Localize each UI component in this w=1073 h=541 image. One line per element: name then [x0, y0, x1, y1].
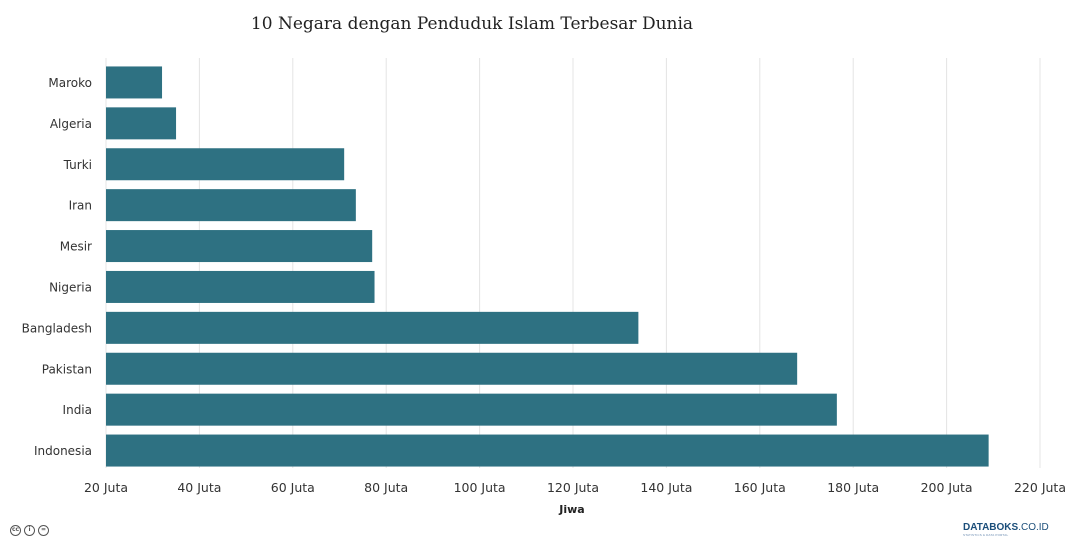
nd-icon: = [38, 525, 49, 536]
bar-mesir [106, 230, 373, 263]
x-tick-label: 160 Juta [734, 480, 786, 495]
y-tick-label: Bangladesh [22, 321, 92, 335]
bar-india [106, 393, 837, 426]
bar-iran [106, 189, 356, 222]
bar-turki [106, 148, 345, 181]
by-icon: i [24, 525, 35, 536]
x-tick-label: 100 Juta [454, 480, 506, 495]
bar-nigeria [106, 270, 375, 303]
y-tick-label: India [63, 403, 92, 417]
x-tick-label: 20 Juta [84, 480, 128, 495]
x-tick-label: 40 Juta [177, 480, 221, 495]
y-tick-label: Indonesia [34, 444, 92, 458]
bar-indonesia [106, 434, 989, 467]
x-tick-label: 80 Juta [364, 480, 408, 495]
y-axis-labels: Maroko Algeria Turki Iran Mesir Nigeria Bangla… [22, 76, 92, 458]
logo-tagline: STATISTICS & DATA PORTAL [963, 533, 1009, 537]
x-tick-label: 200 Juta [921, 480, 973, 495]
license-icons: cc i = [10, 525, 49, 536]
databoks-logo: DATABOKS.CO.ID STATISTICS & DATA PORTAL [963, 522, 1049, 538]
y-tick-label: Pakistan [42, 362, 92, 376]
bar-bangladesh [106, 311, 639, 344]
x-axis-labels: 20 Juta 40 Juta 60 Juta 80 Juta 100 Juta 120 … [84, 480, 1066, 495]
y-tick-label: Mesir [60, 240, 92, 254]
y-tick-label: Iran [69, 199, 92, 213]
logo-brand: DATABOKS [963, 522, 1019, 533]
x-tick-label: 140 Juta [640, 480, 692, 495]
cc-icon: cc [10, 525, 21, 536]
x-tick-label: 180 Juta [827, 480, 879, 495]
x-tick-label: 60 Juta [271, 480, 315, 495]
bar-algeria [106, 107, 177, 140]
x-axis-title: Jiwa [558, 503, 584, 516]
chart-title: 10 Negara dengan Penduduk Islam Terbesar… [250, 14, 694, 34]
bars [106, 66, 989, 467]
x-tick-label: 220 Juta [1014, 480, 1066, 495]
bar-maroko [106, 66, 163, 99]
y-tick-label: Maroko [48, 76, 92, 90]
y-tick-label: Algeria [50, 117, 92, 131]
bar-pakistan [106, 352, 798, 385]
y-tick-label: Turki [63, 158, 92, 172]
y-tick-label: Nigeria [49, 280, 92, 294]
logo-suffix: .CO.ID [1018, 522, 1049, 533]
x-tick-label: 120 Juta [547, 480, 599, 495]
